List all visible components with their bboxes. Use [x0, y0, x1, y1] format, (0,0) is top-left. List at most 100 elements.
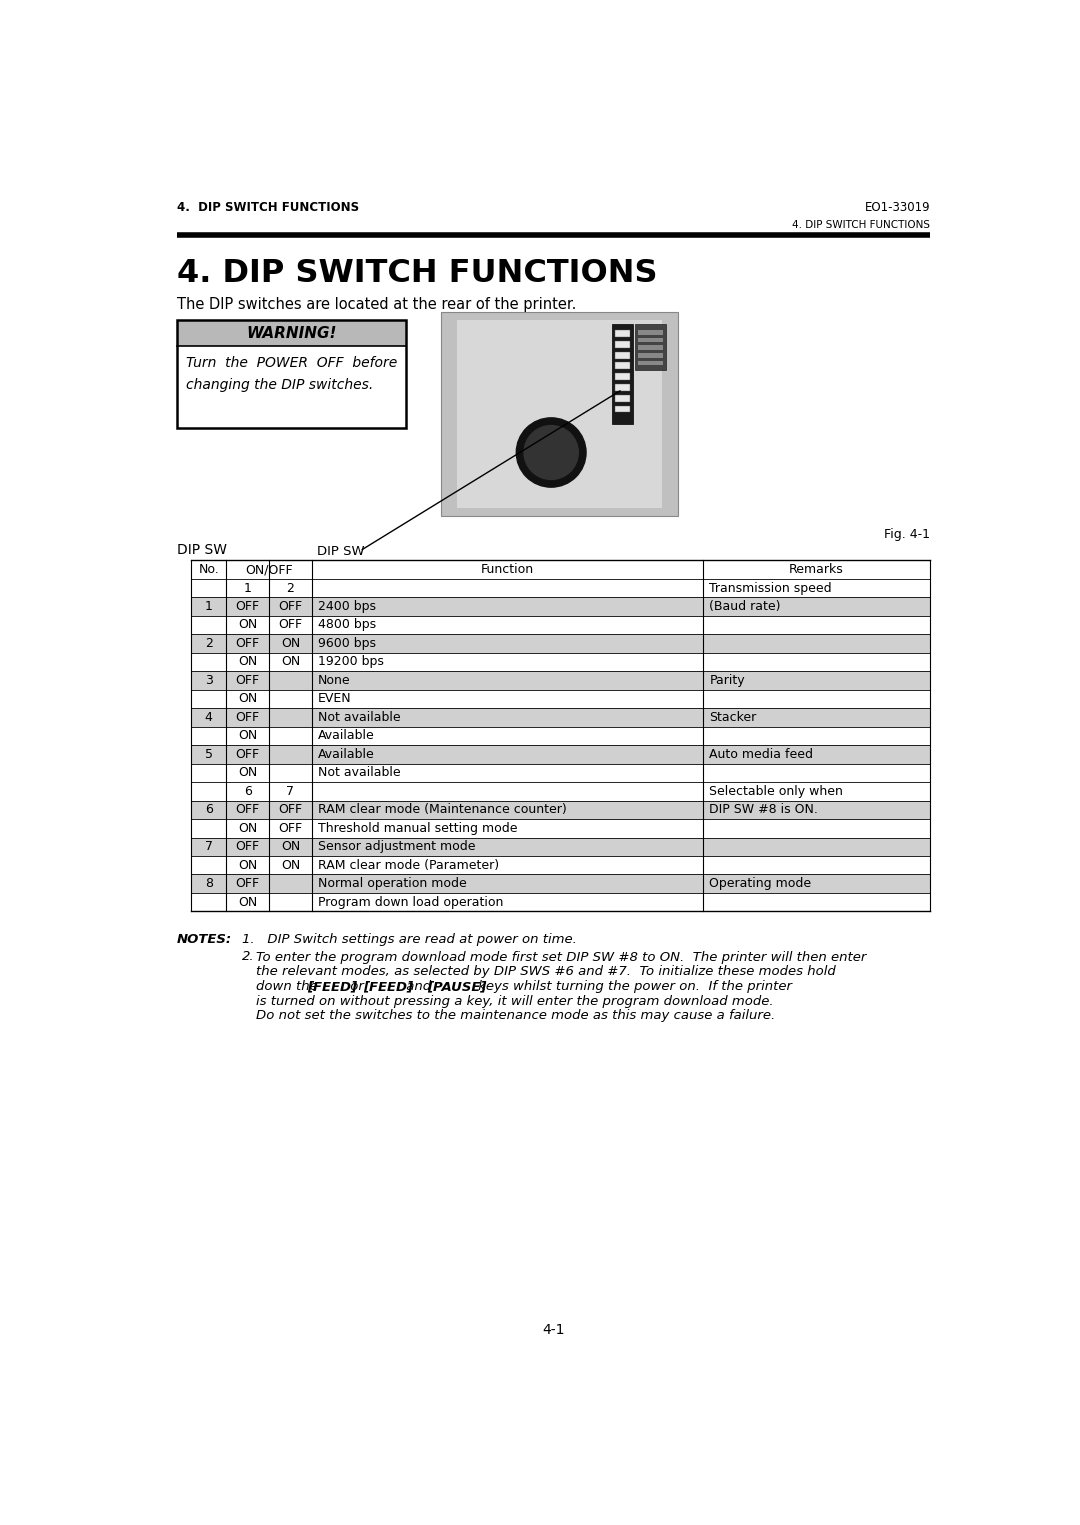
Text: ON: ON — [238, 822, 257, 834]
Bar — [191, 894, 930, 912]
Text: Fig. 4-1: Fig. 4-1 — [885, 528, 930, 541]
Text: No.: No. — [199, 563, 219, 576]
Text: 4800 bps: 4800 bps — [318, 619, 376, 631]
Bar — [191, 746, 930, 764]
Text: ON: ON — [281, 859, 300, 872]
Bar — [191, 782, 930, 801]
Text: 1.   DIP Switch settings are read at power on time.: 1. DIP Switch settings are read at power… — [242, 933, 577, 946]
Text: Auto media feed: Auto media feed — [710, 747, 813, 761]
Text: 9600 bps: 9600 bps — [318, 637, 376, 650]
Bar — [611, 323, 633, 424]
Text: 2: 2 — [205, 637, 213, 650]
Text: [FEED]: [FEED] — [307, 981, 357, 993]
Text: ON/OFF: ON/OFF — [245, 563, 293, 576]
Text: Normal operation mode: Normal operation mode — [318, 877, 467, 891]
Text: 7: 7 — [286, 785, 295, 798]
Bar — [191, 819, 930, 837]
Text: Turn  the  POWER  OFF  before: Turn the POWER OFF before — [186, 357, 397, 371]
Bar — [638, 337, 663, 343]
Text: is turned on without pressing a key, it will enter the program download mode.: is turned on without pressing a key, it … — [256, 994, 773, 1008]
Bar — [177, 346, 406, 429]
Text: [FEED]: [FEED] — [363, 981, 413, 993]
Text: changing the DIP switches.: changing the DIP switches. — [186, 378, 374, 392]
Text: DIP SW #8 is ON.: DIP SW #8 is ON. — [710, 804, 819, 816]
Text: OFF: OFF — [235, 599, 260, 613]
Bar — [191, 616, 930, 634]
Bar — [191, 856, 930, 874]
Text: 5: 5 — [204, 747, 213, 761]
Bar — [191, 689, 930, 708]
Text: 2: 2 — [286, 581, 295, 595]
Bar — [191, 764, 930, 782]
Text: ON: ON — [238, 859, 257, 872]
Text: 2400 bps: 2400 bps — [318, 599, 376, 613]
Text: NOTES:: NOTES: — [177, 933, 232, 946]
Text: OFF: OFF — [235, 637, 260, 650]
Bar — [638, 361, 663, 366]
Text: ON: ON — [238, 767, 257, 779]
Text: down the: down the — [256, 981, 322, 993]
Text: Stacker: Stacker — [710, 711, 756, 724]
Text: OFF: OFF — [279, 804, 302, 816]
Bar — [177, 320, 406, 429]
Text: 2.: 2. — [242, 950, 255, 962]
Text: OFF: OFF — [235, 711, 260, 724]
Bar — [615, 374, 631, 380]
Text: keys whilst turning the power on.  If the printer: keys whilst turning the power on. If the… — [473, 981, 792, 993]
Bar — [615, 406, 631, 412]
Text: Available: Available — [318, 729, 375, 743]
Bar — [638, 354, 663, 358]
Bar — [635, 323, 666, 371]
Text: DIP SW: DIP SW — [177, 543, 227, 557]
Bar — [191, 708, 930, 726]
Text: Threshold manual setting mode: Threshold manual setting mode — [318, 822, 517, 834]
Text: OFF: OFF — [235, 747, 260, 761]
Circle shape — [516, 418, 586, 486]
Text: EO1-33019: EO1-33019 — [864, 201, 930, 214]
Bar — [177, 320, 406, 346]
Text: ON: ON — [238, 656, 257, 668]
Text: 1: 1 — [244, 581, 252, 595]
Text: OFF: OFF — [279, 822, 302, 834]
Text: 3: 3 — [205, 674, 213, 686]
Text: Operating mode: Operating mode — [710, 877, 811, 891]
Text: 8: 8 — [204, 877, 213, 891]
Text: 6: 6 — [205, 804, 213, 816]
Bar — [191, 580, 930, 598]
Bar — [191, 560, 930, 580]
Text: OFF: OFF — [279, 619, 302, 631]
Text: Remarks: Remarks — [789, 563, 843, 576]
Bar — [441, 313, 677, 515]
Bar — [615, 395, 631, 401]
Text: OFF: OFF — [235, 840, 260, 854]
Text: ON: ON — [238, 729, 257, 743]
Text: Do not set the switches to the maintenance mode as this may cause a failure.: Do not set the switches to the maintenan… — [256, 1010, 775, 1022]
Bar — [457, 320, 662, 508]
Bar — [191, 726, 930, 746]
Text: 4-1: 4-1 — [542, 1324, 565, 1337]
Text: 19200 bps: 19200 bps — [318, 656, 383, 668]
Bar — [191, 837, 930, 856]
Text: [PAUSE]: [PAUSE] — [428, 981, 487, 993]
Text: 4.  DIP SWITCH FUNCTIONS: 4. DIP SWITCH FUNCTIONS — [177, 201, 359, 214]
Text: Not available: Not available — [318, 767, 401, 779]
Bar — [191, 801, 930, 819]
Bar — [191, 598, 930, 616]
Bar — [615, 329, 631, 337]
Text: Available: Available — [318, 747, 375, 761]
Text: Transmission speed: Transmission speed — [710, 581, 832, 595]
Text: 6: 6 — [244, 785, 252, 798]
Text: RAM clear mode (Parameter): RAM clear mode (Parameter) — [318, 859, 499, 872]
Text: ON: ON — [281, 656, 300, 668]
Bar — [191, 634, 930, 653]
Bar — [638, 346, 663, 351]
Text: ON: ON — [281, 637, 300, 650]
Text: RAM clear mode (Maintenance counter): RAM clear mode (Maintenance counter) — [318, 804, 567, 816]
Text: or: or — [346, 981, 368, 993]
Text: Selectable only when: Selectable only when — [710, 785, 843, 798]
Text: ON: ON — [281, 840, 300, 854]
Text: OFF: OFF — [235, 674, 260, 686]
Text: 4: 4 — [205, 711, 213, 724]
Bar — [615, 342, 631, 348]
Text: and: and — [402, 981, 435, 993]
